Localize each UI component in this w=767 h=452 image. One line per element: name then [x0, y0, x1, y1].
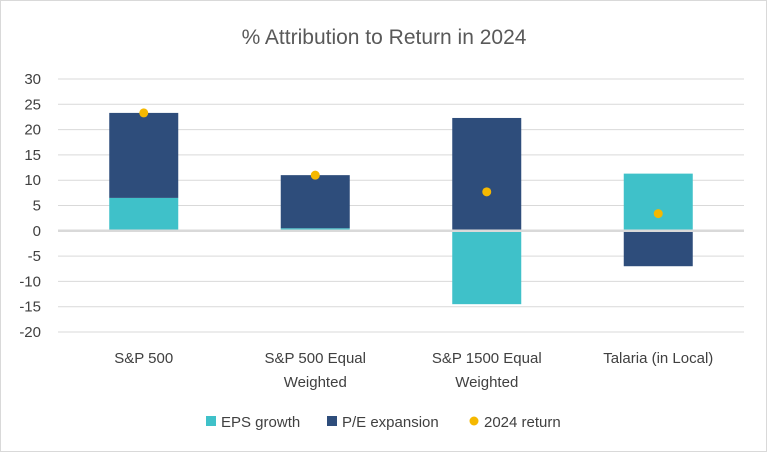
legend-swatch — [206, 416, 216, 426]
bar-eps-growth — [109, 197, 179, 231]
bar-p-e-expansion — [109, 112, 179, 198]
x-category-label: S&P 500 — [114, 350, 173, 367]
bar-p-e-expansion — [623, 230, 693, 267]
x-axis-categories: S&P 500 S&P 500 Equal Weighted S&P 1500 Equ… — [114, 350, 713, 391]
bar-p-e-expansion — [452, 117, 522, 231]
return-marker — [653, 209, 663, 219]
x-category-label: S&P 1500 Equal — [432, 350, 542, 367]
y-tick-label: -15 — [19, 299, 41, 316]
bars — [109, 112, 693, 305]
y-tick-label: 15 — [24, 147, 41, 164]
return-marker — [310, 170, 320, 180]
return-markers — [139, 108, 663, 219]
bar-eps-growth — [452, 230, 522, 305]
x-category-label: S&P 500 Equal — [265, 350, 366, 367]
y-axis-ticks: 30 25 20 15 10 5 0 -5 -10 -15 -20 — [19, 71, 41, 341]
y-tick-label: 5 — [33, 198, 41, 215]
y-tick-label: 10 — [24, 172, 41, 189]
legend-swatch — [327, 416, 337, 426]
x-category-label: Weighted — [284, 374, 347, 391]
return-marker — [139, 108, 149, 118]
legend-label: P/E expansion — [342, 414, 439, 431]
y-tick-label: 0 — [33, 223, 41, 240]
legend-label: 2024 return — [484, 414, 561, 431]
legend-label: EPS growth — [221, 414, 300, 431]
bar-eps-growth — [280, 228, 350, 231]
bar-p-e-expansion — [280, 175, 350, 229]
y-tick-label: -10 — [19, 273, 41, 290]
legend-swatch — [469, 416, 479, 426]
bar-eps-growth — [623, 173, 693, 231]
y-tick-label: 25 — [24, 96, 41, 113]
y-tick-label: -5 — [28, 248, 41, 265]
y-tick-label: 30 — [24, 71, 41, 88]
y-tick-label: -20 — [19, 324, 41, 341]
x-category-label: Talaria (in Local) — [603, 350, 713, 367]
chart-title: % Attribution to Return in 2024 — [242, 26, 527, 49]
return-marker — [482, 187, 492, 197]
x-category-label: Weighted — [455, 374, 518, 391]
legend: EPS growth P/E expansion 2024 return — [206, 414, 561, 431]
y-tick-label: 20 — [24, 122, 41, 139]
